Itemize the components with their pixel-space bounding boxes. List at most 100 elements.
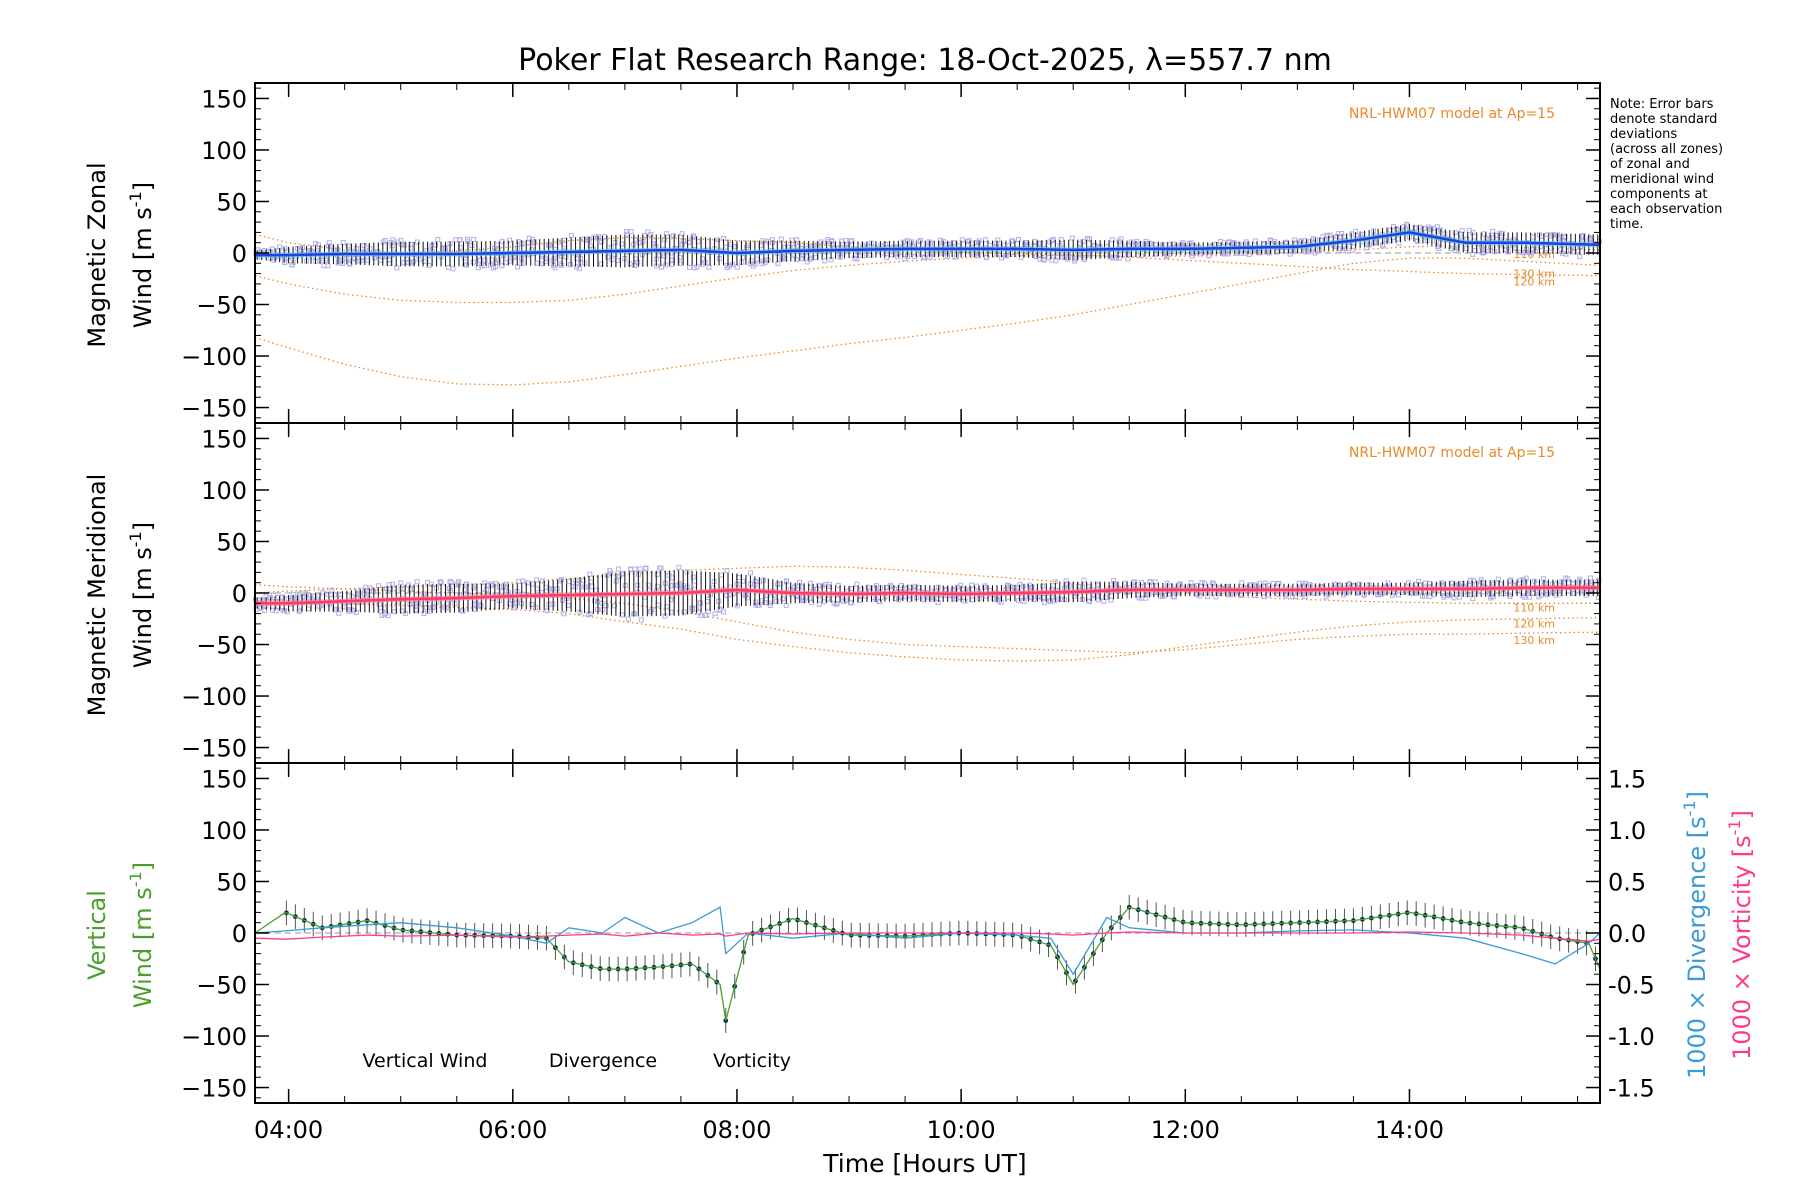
scatter-point: [628, 229, 634, 235]
model-label: NRL-HWM07 model at Ap=15: [1349, 445, 1555, 461]
scatter-point: [525, 580, 531, 586]
scatter-point: [800, 253, 806, 259]
scatter-point: [975, 240, 981, 246]
scatter-point: [413, 606, 419, 612]
scatter-point: [816, 601, 822, 607]
scatter-point: [609, 257, 615, 263]
scatter-point: [1491, 580, 1497, 586]
note-line: (across all zones): [1610, 142, 1723, 157]
scatter-point: [289, 262, 295, 268]
scatter-point: [1470, 577, 1476, 583]
y-tick-label: 0: [232, 580, 247, 608]
scatter-point: [984, 254, 990, 260]
chart-title: Poker Flat Research Range: 18-Oct-2025, …: [518, 43, 1332, 78]
y-tick-label: −50: [196, 972, 247, 1000]
scatter-point: [462, 587, 468, 593]
scatter-point: [921, 597, 927, 603]
scatter-point: [1018, 255, 1024, 261]
scatter-point: [1459, 581, 1465, 587]
note-block: Note: Error bars denote standard deviati…: [1610, 97, 1723, 232]
scatter-point: [1517, 249, 1523, 255]
scatter-point: [831, 600, 837, 606]
model-altitude-label: 120 km: [1513, 276, 1555, 289]
scatter-point: [849, 600, 855, 606]
scatter-point: [643, 566, 649, 572]
scatter-point: [712, 611, 718, 617]
scatter-point: [783, 602, 789, 608]
scatter-point: [807, 580, 813, 586]
scatter-point: [804, 259, 810, 265]
scatter-point: [1275, 580, 1281, 586]
y-tick-label: 100: [201, 137, 247, 165]
scatter-point: [534, 577, 540, 583]
y-tick-label: 150: [201, 765, 247, 793]
scatter-point: [1571, 249, 1577, 255]
scatter-point: [1116, 255, 1122, 261]
scatter-point: [632, 566, 638, 572]
scatter-point: [663, 262, 669, 268]
y2-tick-label: -0.5: [1608, 972, 1655, 1000]
vertical-ylabel: Vertical Wind [m s-1]: [83, 862, 157, 1008]
scatter-point: [520, 578, 526, 584]
scatter-point: [1324, 232, 1330, 238]
scatter-point: [270, 592, 276, 598]
scatter-point: [676, 564, 682, 570]
scatter-point: [690, 234, 696, 240]
scatter-point: [1497, 230, 1503, 236]
y-tick-label: 50: [216, 868, 247, 896]
scatter-point: [605, 254, 611, 260]
scatter-point: [386, 582, 392, 588]
scatter-point: [698, 612, 704, 618]
scatter-point: [679, 241, 685, 247]
scatter-point: [1274, 249, 1280, 255]
scatter-point: [921, 254, 927, 260]
scatter-point: [563, 254, 569, 260]
scatter-point: [1040, 257, 1046, 263]
legend-divergence: Divergence: [549, 1050, 657, 1072]
scatter-point: [269, 246, 275, 252]
scatter-point: [762, 260, 768, 266]
scatter-point: [951, 240, 957, 246]
scatter-point: [793, 257, 799, 263]
scatter-point: [1307, 582, 1313, 588]
scatter-point: [1388, 238, 1394, 244]
note-line: each observation: [1610, 202, 1722, 217]
scatter-point: [1267, 250, 1273, 256]
scatter-point: [603, 603, 609, 609]
scatter-point: [331, 592, 337, 598]
scatter-point: [1230, 240, 1236, 246]
scatter-point: [1436, 246, 1442, 252]
scatter-point: [686, 239, 692, 245]
zonal-ylabel: Magnetic Zonal Wind [m s-1]: [83, 162, 157, 347]
scatter-point: [507, 237, 513, 243]
svg-text:1000 × Divergence [s-1]: 1000 × Divergence [s-1]: [1680, 791, 1711, 1079]
scatter-point: [1339, 230, 1345, 236]
scatter-point: [457, 237, 463, 243]
y2-tick-label: -1.0: [1608, 1023, 1655, 1051]
y-tick-label: −100: [181, 343, 247, 371]
x-axis-label: Time [Hours UT]: [822, 1149, 1026, 1178]
scatter-point: [1499, 231, 1505, 237]
scatter-point: [496, 257, 502, 263]
scatter-point: [1588, 575, 1594, 581]
scatter-point: [1545, 232, 1551, 238]
scatter-point: [516, 578, 522, 584]
scatter-point: [297, 591, 303, 597]
scatter-point: [654, 571, 660, 577]
scatter-point: [1147, 578, 1153, 584]
scatter-point: [325, 243, 331, 249]
scatter-point: [775, 260, 781, 266]
scatter-point: [657, 252, 663, 258]
scatter-point: [598, 261, 604, 267]
y-tick-label: 150: [201, 85, 247, 113]
scatter-point: [424, 579, 430, 585]
scatter-point: [1218, 239, 1224, 245]
scatter-point: [490, 265, 496, 271]
scatter-point: [1580, 232, 1586, 238]
scatter-point: [826, 581, 832, 587]
scatter-point: [1009, 238, 1015, 244]
scatter-point: [724, 568, 730, 574]
scatter-point: [399, 608, 405, 614]
scatter-point: [715, 237, 721, 243]
